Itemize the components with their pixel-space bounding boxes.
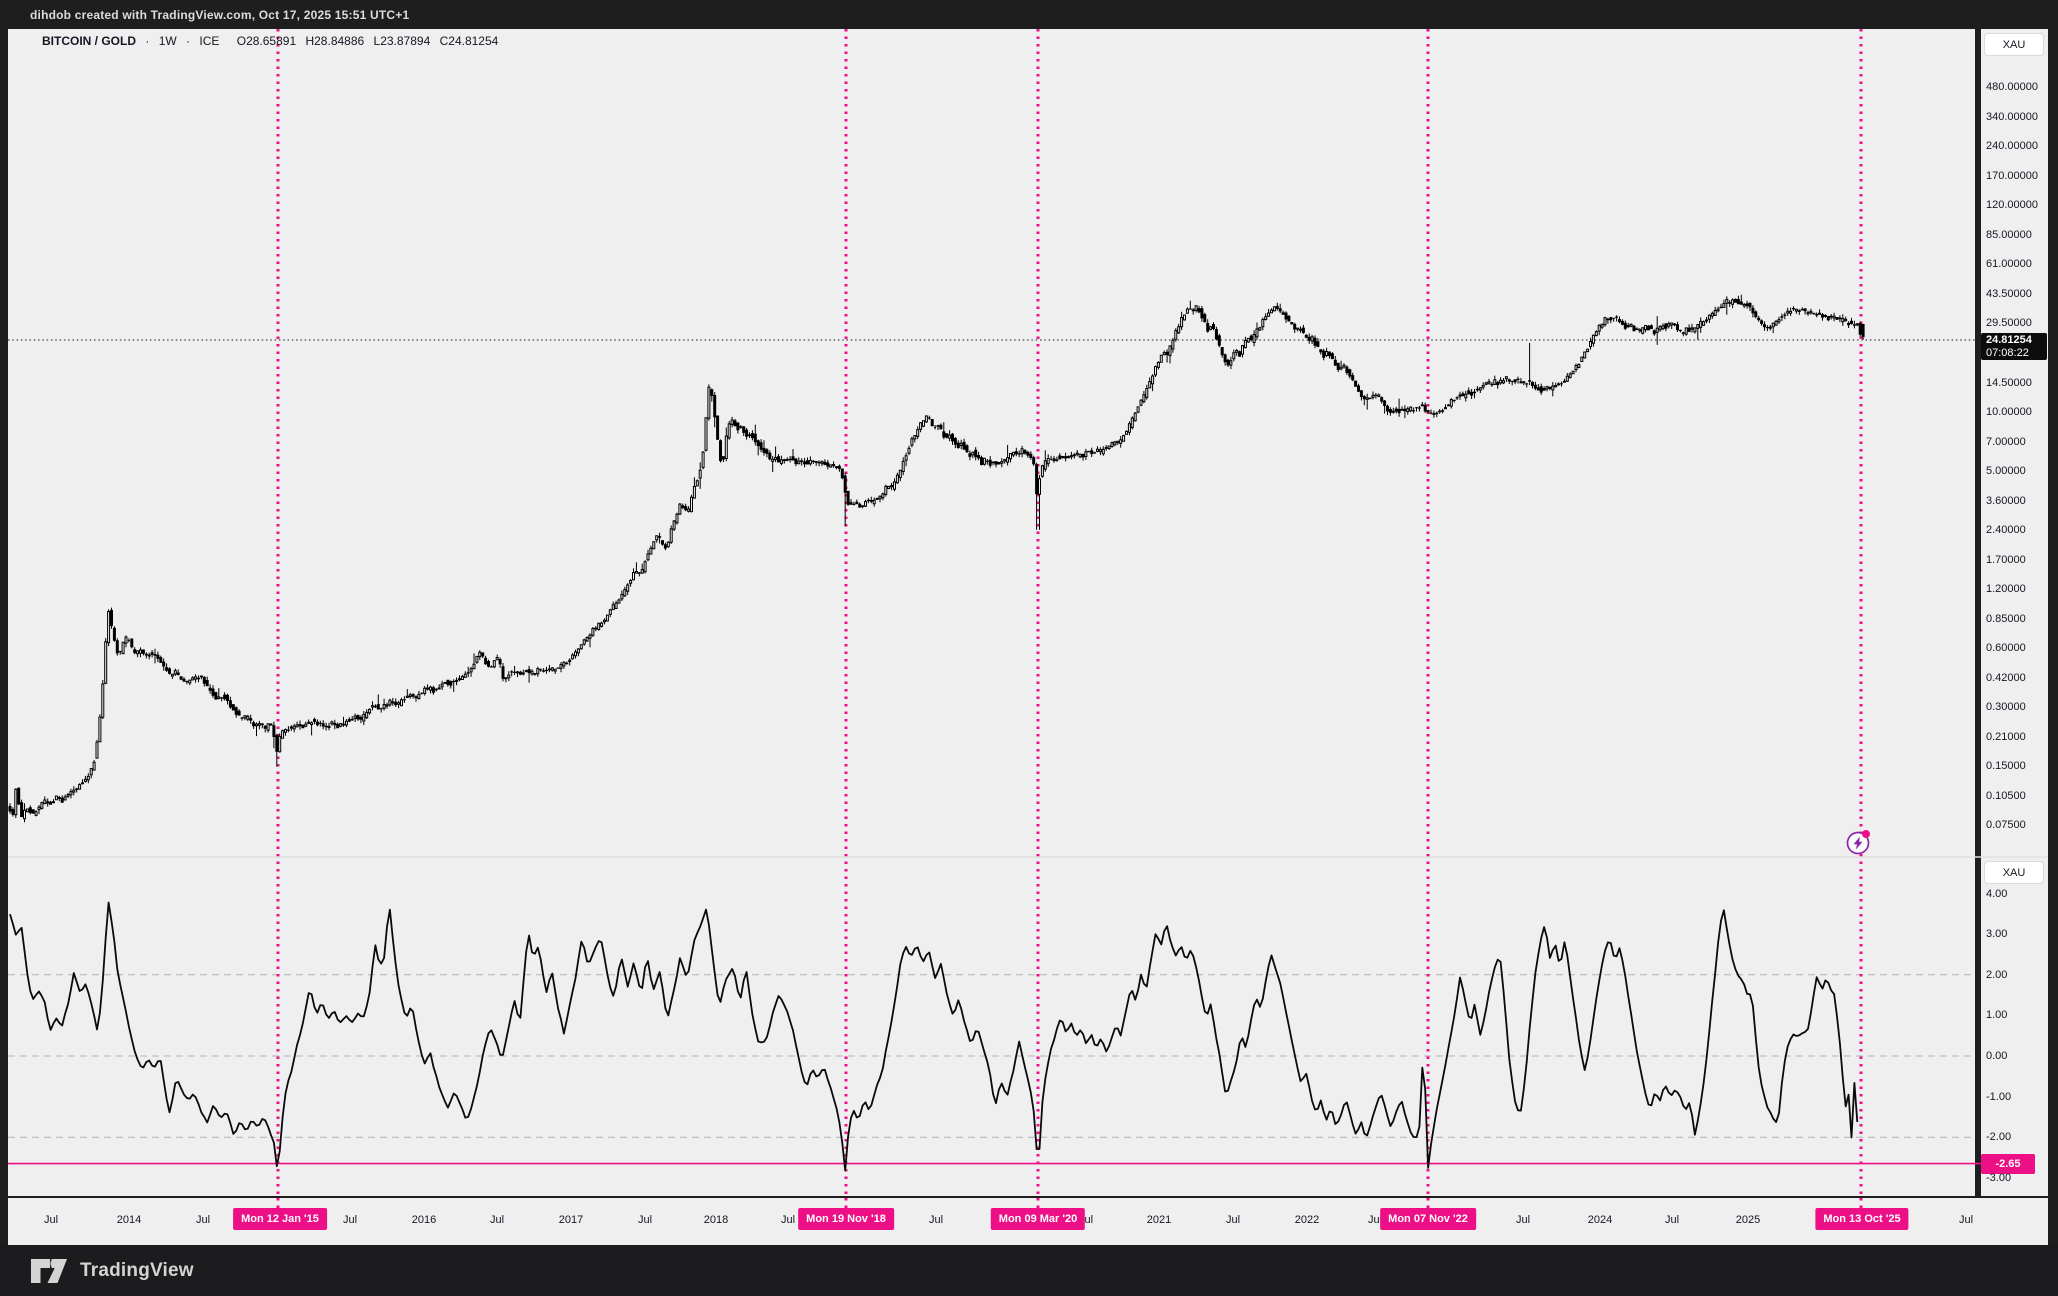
price-axis-unit-button[interactable]: XAU <box>1984 33 2044 56</box>
time-axis-label: 2021 <box>1146 1214 1172 1226</box>
event-date-label[interactable]: Mon 07 Nov '22 <box>1380 1208 1476 1230</box>
open-value: O28.65891 <box>236 34 297 48</box>
osc-axis-label: 3.00 <box>1986 928 2008 940</box>
price-axis-label: 0.10500 <box>1986 790 2026 802</box>
osc-level-badge: -2.65 <box>1981 1154 2035 1174</box>
price-axis-label: 0.30000 <box>1986 701 2026 713</box>
oscillator-line[interactable] <box>9 901 1859 1172</box>
price-axis-label: 120.00000 <box>1986 199 2038 211</box>
time-axis-label: Jul <box>43 1214 59 1226</box>
time-axis-label: Jul <box>342 1214 358 1226</box>
tradingview-brand-text[interactable]: TradingView <box>80 1259 194 1281</box>
price-axis-label: 0.07500 <box>1986 819 2026 831</box>
time-axis-label: Jul <box>1225 1214 1241 1226</box>
chart-pane[interactable] <box>8 29 1975 1196</box>
price-axis-label: 43.50000 <box>1986 288 2032 300</box>
symbol-legend[interactable]: BITCOIN / GOLD · 1W · ICE O28.65891 H28.… <box>42 34 504 48</box>
price-axis-label: 0.85000 <box>1986 613 2026 625</box>
price-axis-label: 1.20000 <box>1986 583 2026 595</box>
exchange-label: ICE <box>199 34 220 48</box>
time-axis-label: Jul <box>780 1214 796 1226</box>
price-axis-label: 3.60000 <box>1986 495 2026 507</box>
time-axis-label: 2014 <box>116 1214 142 1226</box>
time-axis-label: Jul <box>1367 1214 1383 1226</box>
close-value: C24.81254 <box>439 34 499 48</box>
price-axis-label: 0.60000 <box>1986 642 2026 654</box>
price-axis[interactable] <box>1981 29 2048 1196</box>
price-axis-label: 170.00000 <box>1986 170 2038 182</box>
osc-axis-label: -3.00 <box>1986 1172 2012 1184</box>
time-axis-label: Jul <box>195 1214 211 1226</box>
candle-wicks <box>9 294 1864 823</box>
time-axis-label: Jul <box>1664 1214 1680 1226</box>
price-axis-label: 29.50000 <box>1986 317 2032 329</box>
bar-countdown: 07:08:22 <box>1986 347 2029 359</box>
event-date-label[interactable]: Mon 13 Oct '25 <box>1815 1208 1909 1230</box>
osc-axis-label: 0.00 <box>1986 1050 2008 1062</box>
time-axis-label: 2017 <box>558 1214 584 1226</box>
tradingview-logo-icon[interactable] <box>30 1256 68 1286</box>
time-axis-label: Jul <box>489 1214 505 1226</box>
price-axis-label: 0.42000 <box>1986 672 2026 684</box>
lightning-idea-icon[interactable] <box>1846 830 1871 855</box>
price-axis-label: 7.00000 <box>1986 436 2026 448</box>
time-axis-label: Jul <box>1958 1214 1974 1226</box>
price-axis-label: 480.00000 <box>1986 81 2038 93</box>
candle-bodies-down <box>8 298 1865 817</box>
time-axis-label: 2016 <box>411 1214 437 1226</box>
price-axis-label: 14.50000 <box>1986 377 2032 389</box>
price-axis-label: 10.00000 <box>1986 406 2032 418</box>
time-axis-label: 2025 <box>1735 1214 1761 1226</box>
osc-axis-label: -1.00 <box>1986 1091 2012 1103</box>
low-value: L23.87894 <box>373 34 431 48</box>
price-axis-label: 340.00000 <box>1986 111 2038 123</box>
osc-axis-label: 4.00 <box>1986 888 2008 900</box>
legend-separator: · <box>145 34 150 48</box>
footer-bar: TradingView <box>0 1245 2058 1296</box>
symbol-name[interactable]: BITCOIN / GOLD <box>42 34 136 48</box>
osc-axis-label: 1.00 <box>1986 1009 2008 1021</box>
time-axis-label: Jul <box>928 1214 944 1226</box>
last-price-box: 24.81254 07:08:22 <box>1981 333 2047 360</box>
time-axis-label: 2022 <box>1294 1214 1320 1226</box>
time-axis-label: Jul <box>637 1214 653 1226</box>
price-axis-label: 5.00000 <box>1986 465 2026 477</box>
event-date-label[interactable]: Mon 12 Jan '15 <box>233 1208 327 1230</box>
price-axis-label: 61.00000 <box>1986 258 2032 270</box>
time-axis-label: Jul <box>1515 1214 1531 1226</box>
time-axis-label: 2018 <box>703 1214 729 1226</box>
osc-axis-unit-button[interactable]: XAU <box>1984 861 2044 884</box>
price-axis-label: 85.00000 <box>1986 229 2032 241</box>
legend-separator: · <box>186 34 191 48</box>
event-date-label[interactable]: Mon 09 Mar '20 <box>990 1208 1086 1230</box>
last-price-value: 24.81254 <box>1986 334 2032 346</box>
price-axis-label: 1.70000 <box>1986 554 2026 566</box>
high-value: H28.84886 <box>305 34 365 48</box>
credit-text: dihdob created with TradingView.com, Oct… <box>30 7 410 22</box>
price-axis-label: 0.21000 <box>1986 731 2026 743</box>
price-axis-label: 2.40000 <box>1986 524 2026 536</box>
event-date-label[interactable]: Mon 19 Nov '18 <box>798 1208 894 1230</box>
snapshot-credit-bar: dihdob created with TradingView.com, Oct… <box>0 0 2058 29</box>
osc-axis-label: -2.00 <box>1986 1131 2012 1143</box>
osc-axis-label: 2.00 <box>1986 969 2008 981</box>
price-axis-label: 240.00000 <box>1986 140 2038 152</box>
time-axis-label: 2024 <box>1587 1214 1613 1226</box>
timeframe-label[interactable]: 1W <box>158 34 177 48</box>
candle-bodies-up <box>14 298 1859 820</box>
price-axis-label: 0.15000 <box>1986 760 2026 772</box>
